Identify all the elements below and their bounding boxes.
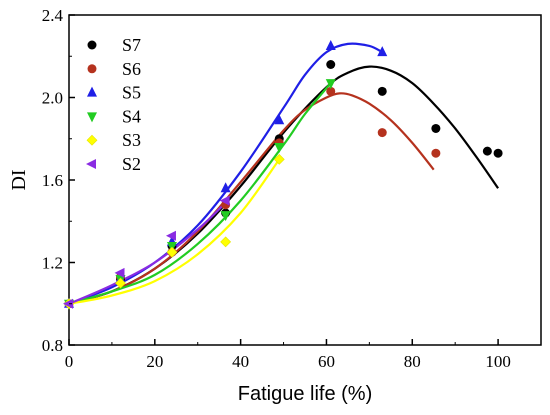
data-point-s2 (219, 195, 230, 206)
fit-line-s2 (68, 201, 227, 305)
data-point-s3 (166, 246, 178, 258)
y-tick-label: 1.2 (42, 254, 63, 273)
x-tick-label: 60 (318, 352, 335, 371)
legend-marker-s2 (86, 159, 96, 169)
y-tick-label: 0.8 (42, 336, 63, 355)
legend-marker-s4 (87, 112, 97, 123)
y-tick-label: 2.0 (42, 89, 63, 108)
fit-line-s4 (68, 82, 332, 305)
legend-label-s4: S4 (122, 106, 141, 126)
data-point-s7 (482, 146, 492, 156)
y-axis-ticks: 0.8 1.2 1.6 2.0 2.4 (42, 6, 75, 355)
legend-label-s2: S2 (122, 154, 141, 174)
data-point-s5 (377, 46, 388, 57)
x-tick-label: 80 (404, 352, 421, 371)
data-markers (63, 39, 503, 310)
data-point-s5 (220, 182, 231, 193)
data-point-s4 (220, 211, 231, 222)
data-point-s7 (493, 148, 503, 158)
y-tick-label: 2.4 (42, 6, 64, 25)
x-axis-ticks: 0 20 40 60 80 100 (65, 339, 511, 371)
y-axis-label: DI (8, 169, 30, 190)
legend-label-s5: S5 (122, 83, 141, 103)
data-point-s2 (63, 298, 73, 309)
data-point-s7 (377, 86, 387, 96)
data-point-s5 (274, 114, 285, 125)
legend-marker-s5 (87, 86, 97, 97)
data-point-s6 (377, 128, 387, 138)
data-point-s7 (326, 60, 336, 69)
x-tick-label: 100 (485, 352, 511, 371)
fit-line-s5 (68, 42, 383, 305)
y-tick-label: 1.6 (42, 171, 63, 190)
data-point-s3 (115, 277, 126, 289)
legend: S7 S6 S5 S4 S3 S2 (86, 35, 141, 174)
data-point-s4 (325, 79, 336, 90)
data-point-s2 (165, 230, 176, 241)
data-point-s4 (274, 143, 285, 153)
x-tick-label: 20 (146, 352, 163, 371)
fit-line-s3 (68, 158, 281, 305)
data-point-s3 (220, 236, 232, 248)
x-axis-label: Fatigue life (%) (238, 383, 373, 405)
data-point-s5 (325, 39, 336, 50)
data-point-s3 (273, 153, 285, 165)
legend-label-s7: S7 (122, 35, 141, 55)
data-point-s6 (431, 148, 441, 158)
legend-marker-s3 (86, 134, 98, 146)
legend-label-s3: S3 (122, 130, 141, 150)
legend-label-s6: S6 (122, 59, 141, 79)
data-point-s6 (326, 86, 336, 96)
legend-marker-s7 (87, 40, 97, 50)
fit-lines (68, 42, 500, 305)
x-tick-label: 40 (232, 352, 249, 371)
x-tick-label: 0 (65, 352, 74, 371)
data-point-s7 (431, 123, 441, 133)
legend-marker-s6 (87, 64, 97, 74)
data-point-s2 (114, 267, 125, 278)
